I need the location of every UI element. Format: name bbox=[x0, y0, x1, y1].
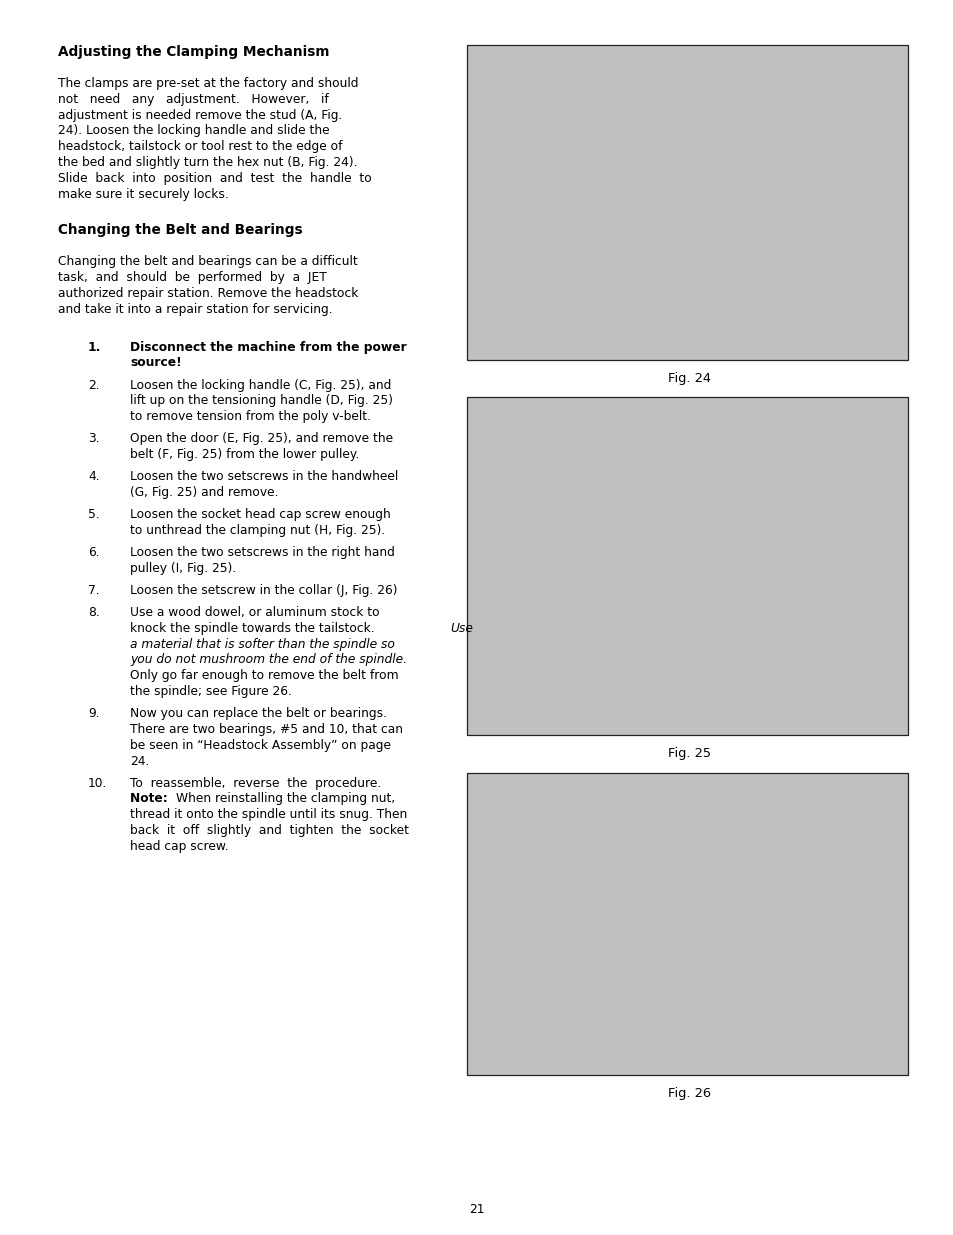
Text: knock the spindle towards the tailstock.: knock the spindle towards the tailstock. bbox=[130, 622, 378, 635]
Text: 24.: 24. bbox=[130, 755, 150, 768]
Text: Now you can replace the belt or bearings.: Now you can replace the belt or bearings… bbox=[130, 708, 387, 720]
Text: lift up on the tensioning handle (D, Fig. 25): lift up on the tensioning handle (D, Fig… bbox=[130, 394, 393, 408]
Text: To  reassemble,  reverse  the  procedure.: To reassemble, reverse the procedure. bbox=[130, 777, 381, 789]
Bar bbox=[467, 773, 907, 1074]
Text: Changing the belt and bearings can be a difficult: Changing the belt and bearings can be a … bbox=[58, 256, 357, 268]
Text: Loosen the two setscrews in the handwheel: Loosen the two setscrews in the handwhee… bbox=[130, 471, 397, 483]
Text: Open the door (E, Fig. 25), and remove the: Open the door (E, Fig. 25), and remove t… bbox=[130, 432, 393, 446]
Text: back  it  off  slightly  and  tighten  the  socket: back it off slightly and tighten the soc… bbox=[130, 824, 409, 837]
Text: 7.: 7. bbox=[88, 584, 99, 597]
Text: Use: Use bbox=[450, 622, 473, 635]
Text: (G, Fig. 25) and remove.: (G, Fig. 25) and remove. bbox=[130, 485, 278, 499]
Text: 2.: 2. bbox=[88, 378, 99, 391]
Text: 6.: 6. bbox=[88, 546, 99, 559]
Text: source!: source! bbox=[130, 357, 182, 369]
Text: thread it onto the spindle until its snug. Then: thread it onto the spindle until its snu… bbox=[130, 808, 407, 821]
Text: Changing the Belt and Bearings: Changing the Belt and Bearings bbox=[58, 224, 302, 237]
Text: the spindle; see Figure 26.: the spindle; see Figure 26. bbox=[130, 685, 292, 698]
Text: 1.: 1. bbox=[88, 341, 101, 353]
Text: pulley (I, Fig. 25).: pulley (I, Fig. 25). bbox=[130, 562, 236, 574]
Bar bbox=[467, 396, 907, 735]
Text: 10.: 10. bbox=[88, 777, 108, 789]
Text: 24). Loosen the locking handle and slide the: 24). Loosen the locking handle and slide… bbox=[58, 125, 330, 137]
Text: Loosen the setscrew in the collar (J, Fig. 26): Loosen the setscrew in the collar (J, Fi… bbox=[130, 584, 397, 597]
Text: be seen in “Headstock Assembly” on page: be seen in “Headstock Assembly” on page bbox=[130, 739, 391, 752]
Text: There are two bearings, #5 and 10, that can: There are two bearings, #5 and 10, that … bbox=[130, 722, 402, 736]
Text: Loosen the socket head cap screw enough: Loosen the socket head cap screw enough bbox=[130, 508, 391, 521]
Text: 3.: 3. bbox=[88, 432, 99, 446]
Text: adjustment is needed remove the stud (A, Fig.: adjustment is needed remove the stud (A,… bbox=[58, 109, 342, 121]
Text: Fig. 24: Fig. 24 bbox=[668, 372, 711, 385]
Bar bbox=[467, 44, 907, 359]
Text: Loosen the two setscrews in the right hand: Loosen the two setscrews in the right ha… bbox=[130, 546, 395, 559]
Text: 21: 21 bbox=[469, 1203, 484, 1216]
Text: to unthread the clamping nut (H, Fig. 25).: to unthread the clamping nut (H, Fig. 25… bbox=[130, 524, 385, 537]
Text: Loosen the locking handle (C, Fig. 25), and: Loosen the locking handle (C, Fig. 25), … bbox=[130, 378, 391, 391]
Text: the bed and slightly turn the hex nut (B, Fig. 24).: the bed and slightly turn the hex nut (B… bbox=[58, 156, 357, 169]
Text: Fig. 25: Fig. 25 bbox=[668, 747, 711, 760]
Text: head cap screw.: head cap screw. bbox=[130, 840, 229, 853]
Text: Disconnect the machine from the power: Disconnect the machine from the power bbox=[130, 341, 406, 353]
Text: authorized repair station. Remove the headstock: authorized repair station. Remove the he… bbox=[58, 287, 358, 300]
Text: to remove tension from the poly v-belt.: to remove tension from the poly v-belt. bbox=[130, 410, 371, 424]
Text: Use a wood dowel, or aluminum stock to: Use a wood dowel, or aluminum stock to bbox=[130, 606, 379, 619]
Text: When reinstalling the clamping nut,: When reinstalling the clamping nut, bbox=[175, 793, 395, 805]
Text: make sure it securely locks.: make sure it securely locks. bbox=[58, 188, 229, 200]
Text: Note:: Note: bbox=[130, 793, 172, 805]
Text: 9.: 9. bbox=[88, 708, 99, 720]
Text: a material that is softer than the spindle so: a material that is softer than the spind… bbox=[130, 637, 395, 651]
Text: Slide  back  into  position  and  test  the  handle  to: Slide back into position and test the ha… bbox=[58, 172, 372, 185]
Text: task,  and  should  be  performed  by  a  JET: task, and should be performed by a JET bbox=[58, 272, 327, 284]
Text: belt (F, Fig. 25) from the lower pulley.: belt (F, Fig. 25) from the lower pulley. bbox=[130, 448, 359, 461]
Text: not   need   any   adjustment.   However,   if: not need any adjustment. However, if bbox=[58, 93, 329, 106]
Text: headstock, tailstock or tool rest to the edge of: headstock, tailstock or tool rest to the… bbox=[58, 141, 342, 153]
Text: and take it into a repair station for servicing.: and take it into a repair station for se… bbox=[58, 303, 333, 316]
Text: The clamps are pre-set at the factory and should: The clamps are pre-set at the factory an… bbox=[58, 77, 358, 90]
Text: you do not mushroom the end of the spindle.: you do not mushroom the end of the spind… bbox=[130, 653, 407, 667]
Text: 4.: 4. bbox=[88, 471, 99, 483]
Text: Adjusting the Clamping Mechanism: Adjusting the Clamping Mechanism bbox=[58, 44, 329, 59]
Text: Fig. 26: Fig. 26 bbox=[668, 1087, 711, 1100]
Text: Only go far enough to remove the belt from: Only go far enough to remove the belt fr… bbox=[130, 669, 398, 682]
Text: 5.: 5. bbox=[88, 508, 100, 521]
Text: 8.: 8. bbox=[88, 606, 100, 619]
